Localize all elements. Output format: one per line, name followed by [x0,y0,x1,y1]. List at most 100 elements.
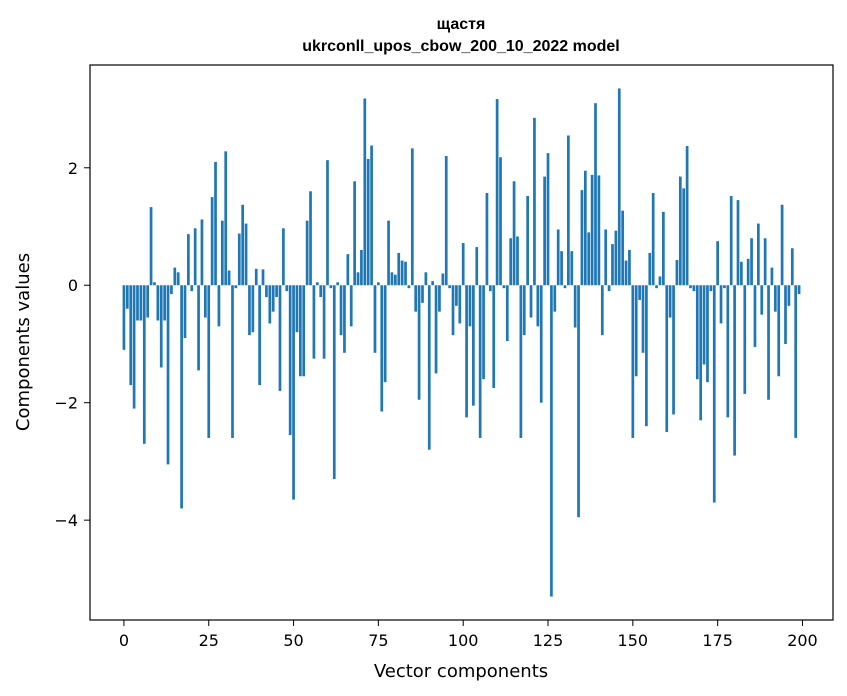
bar [390,272,394,286]
bar [777,285,781,377]
y-tick-label: −4 [54,511,78,530]
bar [159,285,163,368]
bar [363,98,367,286]
bar [699,285,703,421]
bar [499,157,502,286]
bar [658,276,662,286]
bar [122,285,126,350]
bar [343,285,346,353]
bar [753,285,757,347]
bar [295,285,299,333]
bar [760,285,764,315]
bar [309,191,312,286]
bar [339,285,343,336]
bar [156,285,160,321]
bar [302,285,306,377]
bar [736,200,740,286]
bar [336,282,340,286]
bar [590,174,594,286]
bar [516,236,519,286]
bar [709,285,713,292]
bar [604,229,608,286]
bar [563,285,567,289]
x-tick-label: 125 [533,631,564,650]
x-axis-label: Vector components [374,661,548,682]
bar [733,285,736,456]
bar [505,285,509,342]
bar [265,285,268,297]
bar [254,268,258,286]
bar [706,285,709,383]
bar [702,285,706,365]
bar [410,148,414,286]
bar [288,285,292,435]
bar [773,285,777,312]
bar [784,285,787,344]
bar [726,285,730,418]
bar [268,285,272,324]
bar [780,204,784,286]
bar [767,285,770,400]
bar [282,228,285,286]
bar [529,285,533,318]
bar [770,267,774,286]
bar [536,285,540,327]
bar [488,285,492,292]
bar [455,285,458,306]
bar [583,170,587,286]
bar [373,285,377,353]
bar [794,285,798,438]
bar [567,135,570,286]
bar [740,261,743,286]
x-axis-ticks: 0 25 50 75 100 125 150 175 200 [119,620,818,650]
bar [692,285,696,292]
bar [638,285,641,300]
bar [434,285,438,374]
bar [628,250,631,286]
bar [468,285,472,327]
x-tick-label: 0 [119,631,129,650]
x-tick-label: 100 [448,631,479,650]
bar [797,285,801,295]
bar [641,285,645,353]
bar [166,285,170,465]
bar [360,250,363,286]
bar [183,285,187,339]
bar [607,285,611,292]
bar [227,270,231,286]
bar [550,285,553,597]
bar [522,285,526,336]
bar [132,285,136,409]
bar [217,285,221,327]
bar [421,285,424,303]
bar [553,285,557,312]
bar [197,285,200,371]
bar [407,285,411,289]
bar [495,99,499,286]
bar [482,285,485,380]
bar [539,285,543,403]
bar [617,88,621,286]
bar [577,285,580,518]
bar [322,285,326,359]
bar [560,251,563,286]
y-tick-label: 2 [68,159,78,178]
bar [190,285,194,292]
bar [695,285,699,380]
bar [292,285,295,500]
bar [682,188,686,286]
chart-subtitle: ukrconll_upos_cbow_200_10_2022 model [302,38,619,55]
y-tick-label: −2 [54,394,78,413]
bar [125,285,129,309]
bar [424,272,428,286]
bar [393,274,397,286]
bar [465,285,468,418]
bar [329,285,333,289]
bar [597,175,601,286]
bar [438,285,441,312]
bar [448,285,451,289]
bars-group [122,88,801,597]
bar [543,176,546,286]
bar [570,251,574,286]
